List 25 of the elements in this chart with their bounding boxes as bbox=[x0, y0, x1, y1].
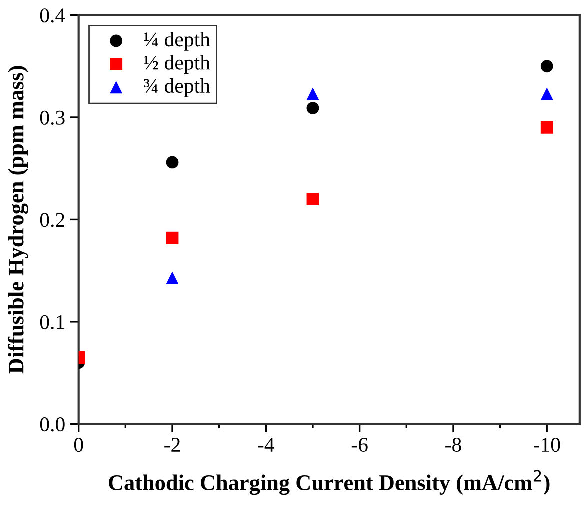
x-tick-label: -10 bbox=[534, 438, 560, 452]
y-tick-label: 0.0 bbox=[40, 418, 65, 432]
legend-label: ¾ depth bbox=[144, 78, 210, 98]
point bbox=[540, 121, 554, 134]
y-tick-label: 0.3 bbox=[40, 110, 65, 125]
point bbox=[306, 193, 320, 206]
legend-label: ¼ depth bbox=[144, 32, 210, 51]
x-tick-label: -8 bbox=[446, 438, 462, 452]
y-tick-label: 0.2 bbox=[40, 213, 64, 228]
y-tick-label: 0.4 bbox=[40, 8, 66, 23]
y-tick-label: 0.1 bbox=[40, 315, 64, 330]
x-axis-title: Cathodic Charging Current Density (mA/cm$^{2}$) bbox=[109, 470, 550, 496]
x-tick-label: 0 bbox=[74, 438, 84, 452]
x-tick-label: -4 bbox=[258, 438, 275, 452]
point bbox=[540, 88, 554, 100]
legend-label: ½ depth bbox=[144, 55, 210, 74]
point bbox=[306, 88, 320, 100]
x-tick-label: -2 bbox=[164, 438, 180, 452]
point bbox=[166, 272, 179, 284]
y-axis-title: Diffusible Hydrogen (ppm mass) bbox=[8, 66, 28, 374]
point bbox=[540, 60, 554, 73]
x-tick-label: -6 bbox=[352, 438, 368, 452]
point bbox=[166, 156, 179, 169]
point bbox=[166, 232, 179, 244]
point bbox=[306, 102, 320, 114]
